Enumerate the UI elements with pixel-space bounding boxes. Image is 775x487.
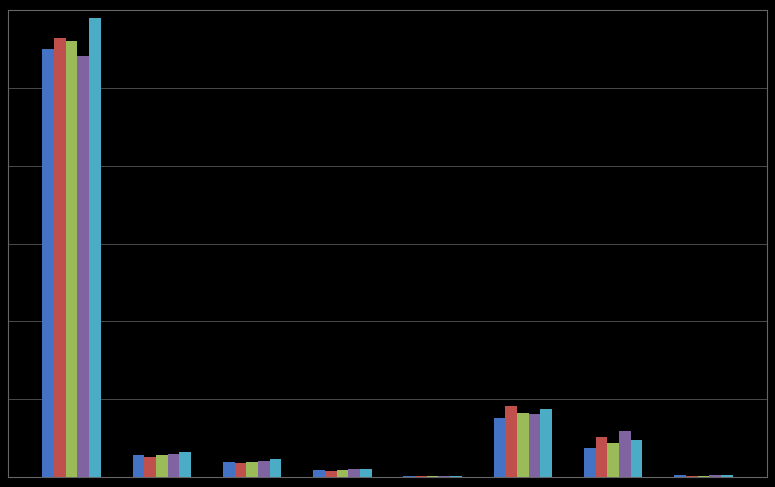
Bar	[325, 471, 336, 477]
Bar	[348, 469, 360, 477]
Bar	[619, 431, 631, 477]
Bar	[54, 38, 66, 477]
Bar	[336, 470, 348, 477]
Bar	[415, 476, 427, 477]
Bar	[246, 463, 258, 477]
Bar	[584, 448, 595, 477]
Bar	[608, 443, 619, 477]
Bar	[89, 18, 101, 477]
Bar	[235, 463, 246, 477]
Bar	[258, 461, 270, 477]
Bar	[674, 475, 686, 477]
Bar	[167, 454, 180, 477]
Bar	[180, 452, 191, 477]
Bar	[595, 437, 608, 477]
Bar	[450, 475, 462, 477]
Bar	[78, 56, 89, 477]
Bar	[709, 475, 721, 477]
Bar	[360, 468, 372, 477]
Bar	[698, 475, 709, 477]
Bar	[427, 476, 439, 477]
Bar	[439, 476, 450, 477]
Bar	[631, 440, 642, 477]
Bar	[133, 455, 144, 477]
Bar	[540, 410, 553, 477]
Bar	[156, 455, 167, 477]
Bar	[144, 457, 156, 477]
Bar	[686, 476, 698, 477]
Bar	[529, 414, 540, 477]
Bar	[313, 470, 325, 477]
Bar	[494, 418, 505, 477]
Bar	[270, 459, 281, 477]
Bar	[721, 475, 732, 477]
Bar	[403, 476, 415, 477]
Bar	[517, 412, 529, 477]
Bar	[505, 406, 517, 477]
Bar	[43, 49, 54, 477]
Bar	[66, 41, 78, 477]
Bar	[222, 462, 235, 477]
